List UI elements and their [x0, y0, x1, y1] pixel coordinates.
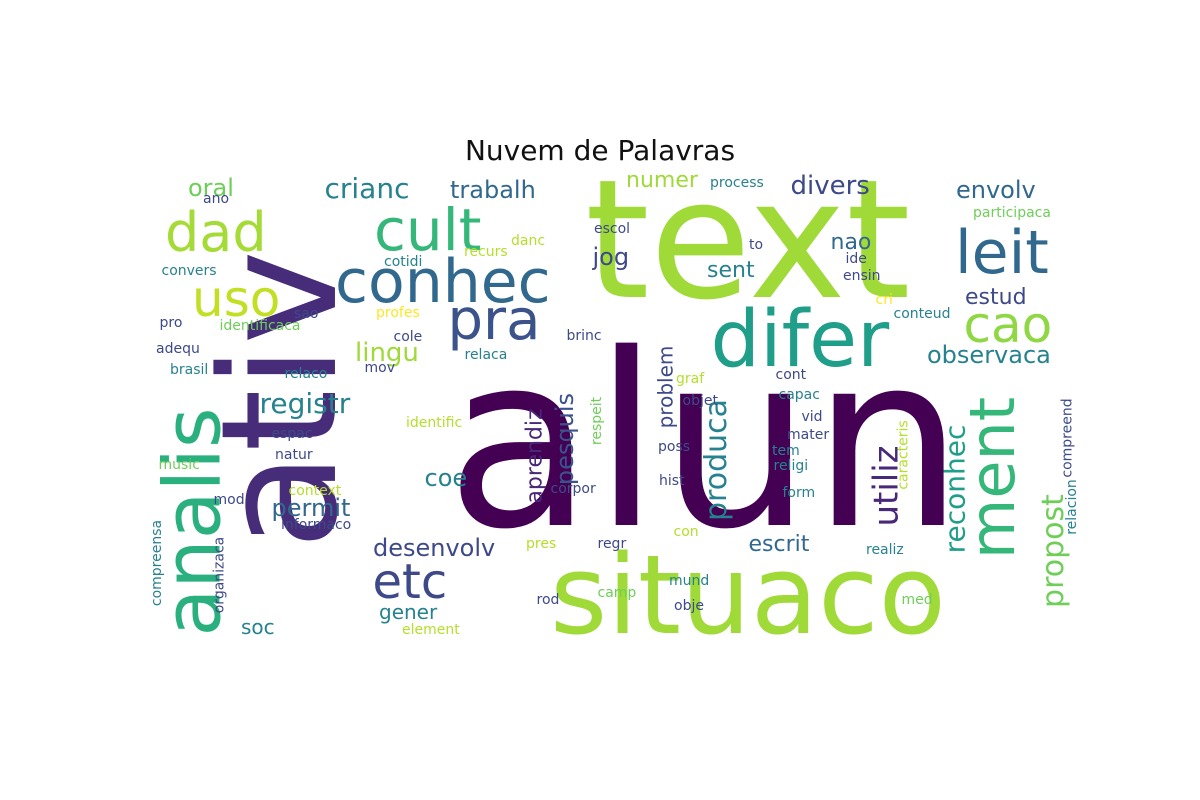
word-lingu: lingu: [355, 338, 419, 368]
word-gener: gener: [379, 600, 438, 624]
word-sent: sent: [707, 258, 755, 283]
word-realiz: realiz: [866, 542, 904, 558]
word-corpor: corpor: [550, 481, 596, 497]
word-cotidi: cotidi: [384, 254, 423, 270]
word-estud: estud: [965, 285, 1027, 310]
word-tem: tem: [772, 443, 800, 459]
word-regr: regr: [597, 536, 627, 552]
word-mater: mater: [787, 427, 830, 443]
word-escol: escol: [594, 221, 631, 237]
word-organizaca: organizaca: [210, 536, 227, 614]
word-jog: jog: [592, 243, 630, 271]
word-compreend: compreend: [1059, 398, 1076, 478]
word-element: element: [402, 622, 460, 638]
word-text: text: [585, 172, 911, 336]
word-situaco: situaco: [550, 531, 946, 642]
word-coe: coe: [424, 464, 468, 492]
word-conhec: conhec: [335, 247, 551, 317]
word-hist: hist: [659, 473, 685, 489]
word-vid: vid: [801, 409, 823, 425]
word-context: context: [288, 483, 342, 499]
word-relaca: relaca: [464, 347, 508, 363]
word-participaca: participaca: [973, 205, 1051, 221]
word-recurs: recurs: [464, 244, 508, 260]
word-espac: espac: [271, 426, 313, 442]
word-capac: capac: [778, 387, 820, 403]
word-compreensa: compreensa: [150, 519, 166, 607]
word-difer: difer: [710, 295, 890, 385]
word-natur: natur: [275, 447, 313, 463]
word-ide: ide: [845, 251, 867, 267]
word-relaco: relaco: [284, 366, 328, 382]
word-divers: divers: [790, 172, 870, 201]
word-mund: mund: [669, 573, 710, 589]
word-cri: cri: [875, 292, 893, 308]
word-sao: sao: [294, 306, 319, 322]
word-registr: registr: [259, 387, 351, 420]
word-process: process: [710, 175, 764, 191]
word-camp: camp: [597, 585, 637, 601]
word-adequ: adequ: [156, 341, 200, 357]
word-mov: mov: [364, 360, 396, 376]
word-escrit: escrit: [748, 532, 810, 557]
word-informaco: informaco: [281, 517, 352, 533]
word-nao: nao: [830, 230, 872, 255]
word-ano: ano: [203, 191, 230, 207]
word-oral: oral: [188, 174, 234, 202]
word-cult: cult: [374, 196, 482, 264]
word-envolv: envolv: [956, 176, 1036, 204]
word-cont: cont: [775, 367, 807, 383]
word-identific: identific: [406, 415, 463, 431]
word-produca: produca: [699, 398, 735, 522]
word-med: med: [901, 592, 933, 608]
word-aprendiz: aprendiz: [522, 408, 548, 504]
word-cao: cao: [963, 296, 1053, 354]
word-crianc: crianc: [324, 172, 410, 205]
word-brasil: brasil: [170, 362, 209, 378]
word-graf: graf: [676, 371, 705, 387]
word-rod: rod: [536, 592, 560, 608]
word-convers: convers: [161, 263, 217, 279]
word-brinc: brinc: [566, 328, 602, 344]
word-soc: soc: [241, 615, 275, 639]
word-obje: obje: [674, 598, 704, 614]
word-pesquis: pesquis: [551, 392, 580, 486]
word-pro: pro: [159, 315, 183, 331]
word-profes: profes: [376, 305, 420, 321]
word-mod: mod: [213, 492, 245, 508]
word-numer: numer: [626, 172, 698, 193]
word-religi: religi: [773, 458, 809, 474]
word-to: to: [749, 237, 764, 253]
word-pra: pra: [447, 288, 541, 353]
word-uso: uso: [192, 270, 281, 328]
word-permit: permit: [271, 494, 351, 522]
word-cole: cole: [393, 329, 423, 345]
word-dad: dad: [165, 201, 267, 264]
word-reconhec: reconhec: [937, 424, 971, 554]
word-danc: danc: [511, 233, 546, 249]
word-caracteris: caracteris: [895, 420, 912, 490]
word-observaca: observaca: [927, 341, 1051, 369]
word-respeit: respeit: [589, 396, 606, 446]
word-desenvolv: desenvolv: [373, 534, 496, 562]
word-ensin: ensin: [843, 268, 881, 284]
word-identificaca: identificaca: [219, 318, 301, 334]
word-cloud: alun text ativ situaco difer analis conhec cult…: [150, 172, 1080, 642]
word-music: music: [158, 457, 200, 473]
chart-title: Nuvem de Palavras: [464, 134, 736, 167]
word-conteud: conteud: [893, 306, 951, 322]
word-relacion: relacion: [1063, 479, 1080, 535]
word-objet: objet: [682, 393, 718, 409]
word-poss: poss: [658, 439, 691, 455]
word-pres: pres: [526, 536, 557, 552]
word-problem: problem: [652, 345, 677, 429]
word-leit: leit: [955, 218, 1049, 288]
word-con: con: [673, 524, 699, 540]
word-form: form: [782, 485, 816, 501]
word-etc: etc: [372, 554, 448, 610]
word-alun: alun: [446, 302, 964, 582]
word-trabalh: trabalh: [450, 176, 536, 204]
